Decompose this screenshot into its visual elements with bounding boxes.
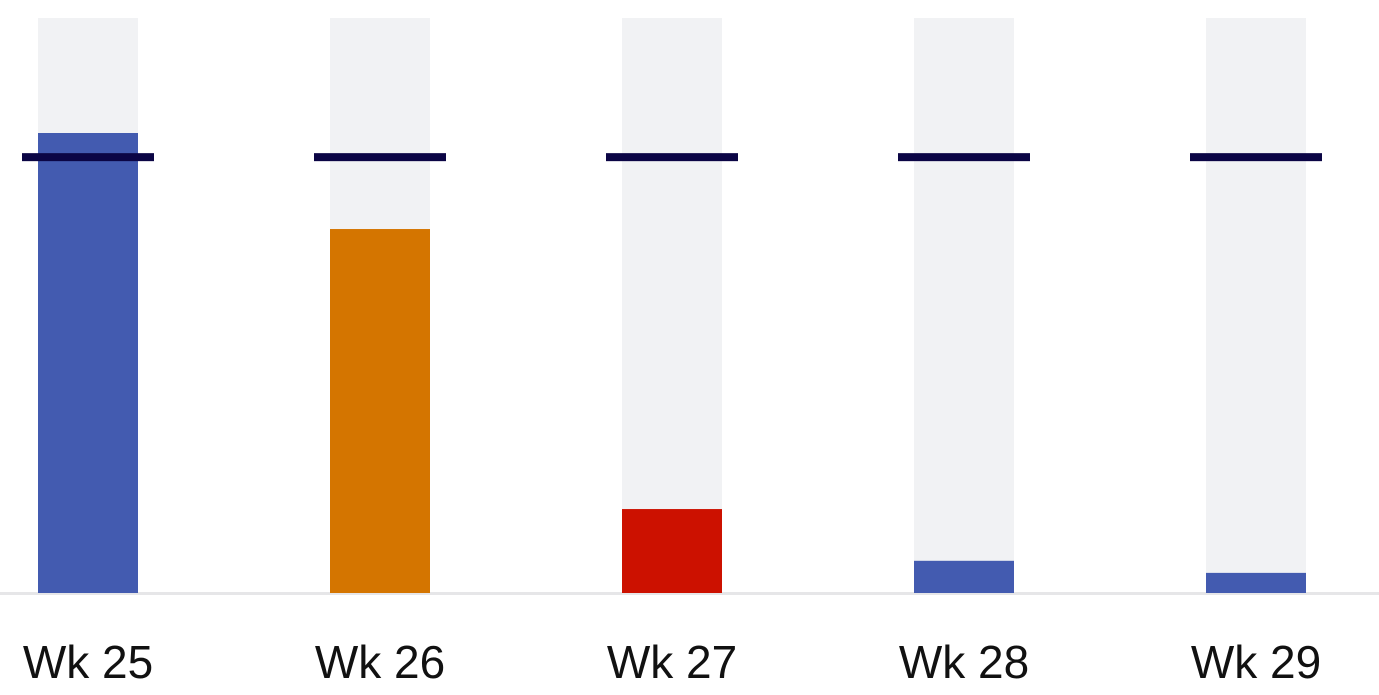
bar-2 [330, 229, 430, 593]
bar-track-5 [1206, 18, 1306, 593]
target-marker-2 [314, 153, 446, 162]
target-marker-5 [1190, 153, 1322, 162]
target-marker-4 [898, 153, 1030, 162]
x-tick-label-2: Wk 26 [315, 636, 445, 688]
target-marker-1 [22, 153, 154, 162]
target-marker-3 [606, 153, 738, 162]
bar-3 [622, 509, 722, 593]
x-tick-label-1: Wk 25 [23, 636, 153, 688]
bar-track-4 [914, 18, 1014, 593]
bar-1 [38, 133, 138, 593]
x-tick-label-3: Wk 27 [607, 636, 737, 688]
x-tick-label-5: Wk 29 [1191, 636, 1321, 688]
bar-track-3 [622, 18, 722, 593]
baseline [0, 592, 1379, 595]
bar-5 [1206, 572, 1306, 593]
x-tick-label-4: Wk 28 [899, 636, 1029, 688]
bar-4 [914, 560, 1014, 593]
